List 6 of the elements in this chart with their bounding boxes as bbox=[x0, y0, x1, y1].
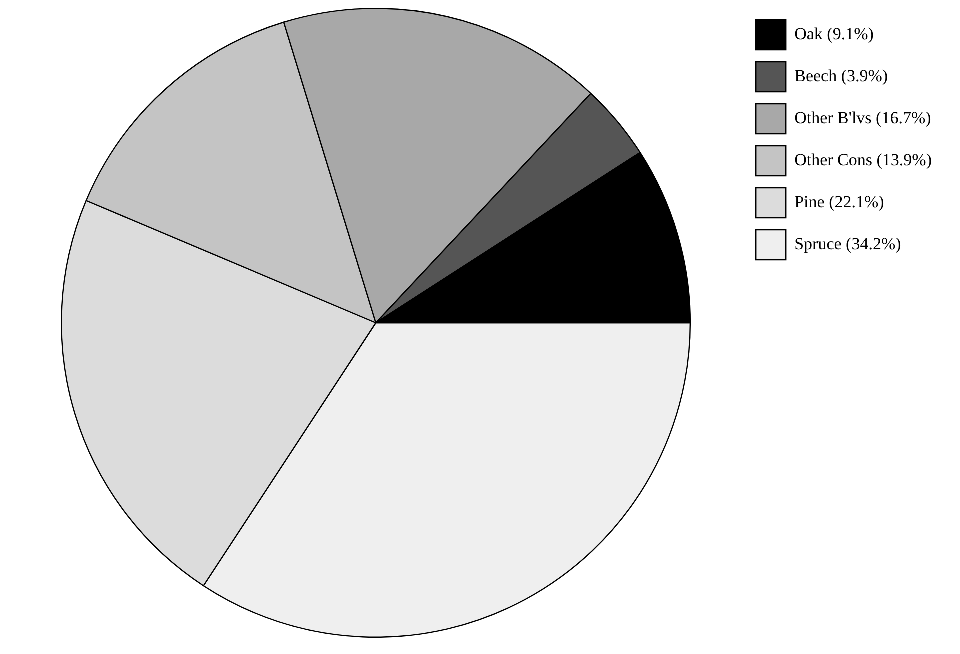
legend-label: Oak (9.1%) bbox=[794, 24, 874, 44]
legend-label: Spruce (34.2%) bbox=[794, 234, 902, 254]
legend-label: Pine (22.1%) bbox=[794, 192, 884, 212]
legend-label: Beech (3.9%) bbox=[794, 66, 888, 86]
legend-label: Other Cons (13.9%) bbox=[794, 150, 932, 170]
legend-label: Other B'lvs (16.7%) bbox=[794, 108, 932, 128]
